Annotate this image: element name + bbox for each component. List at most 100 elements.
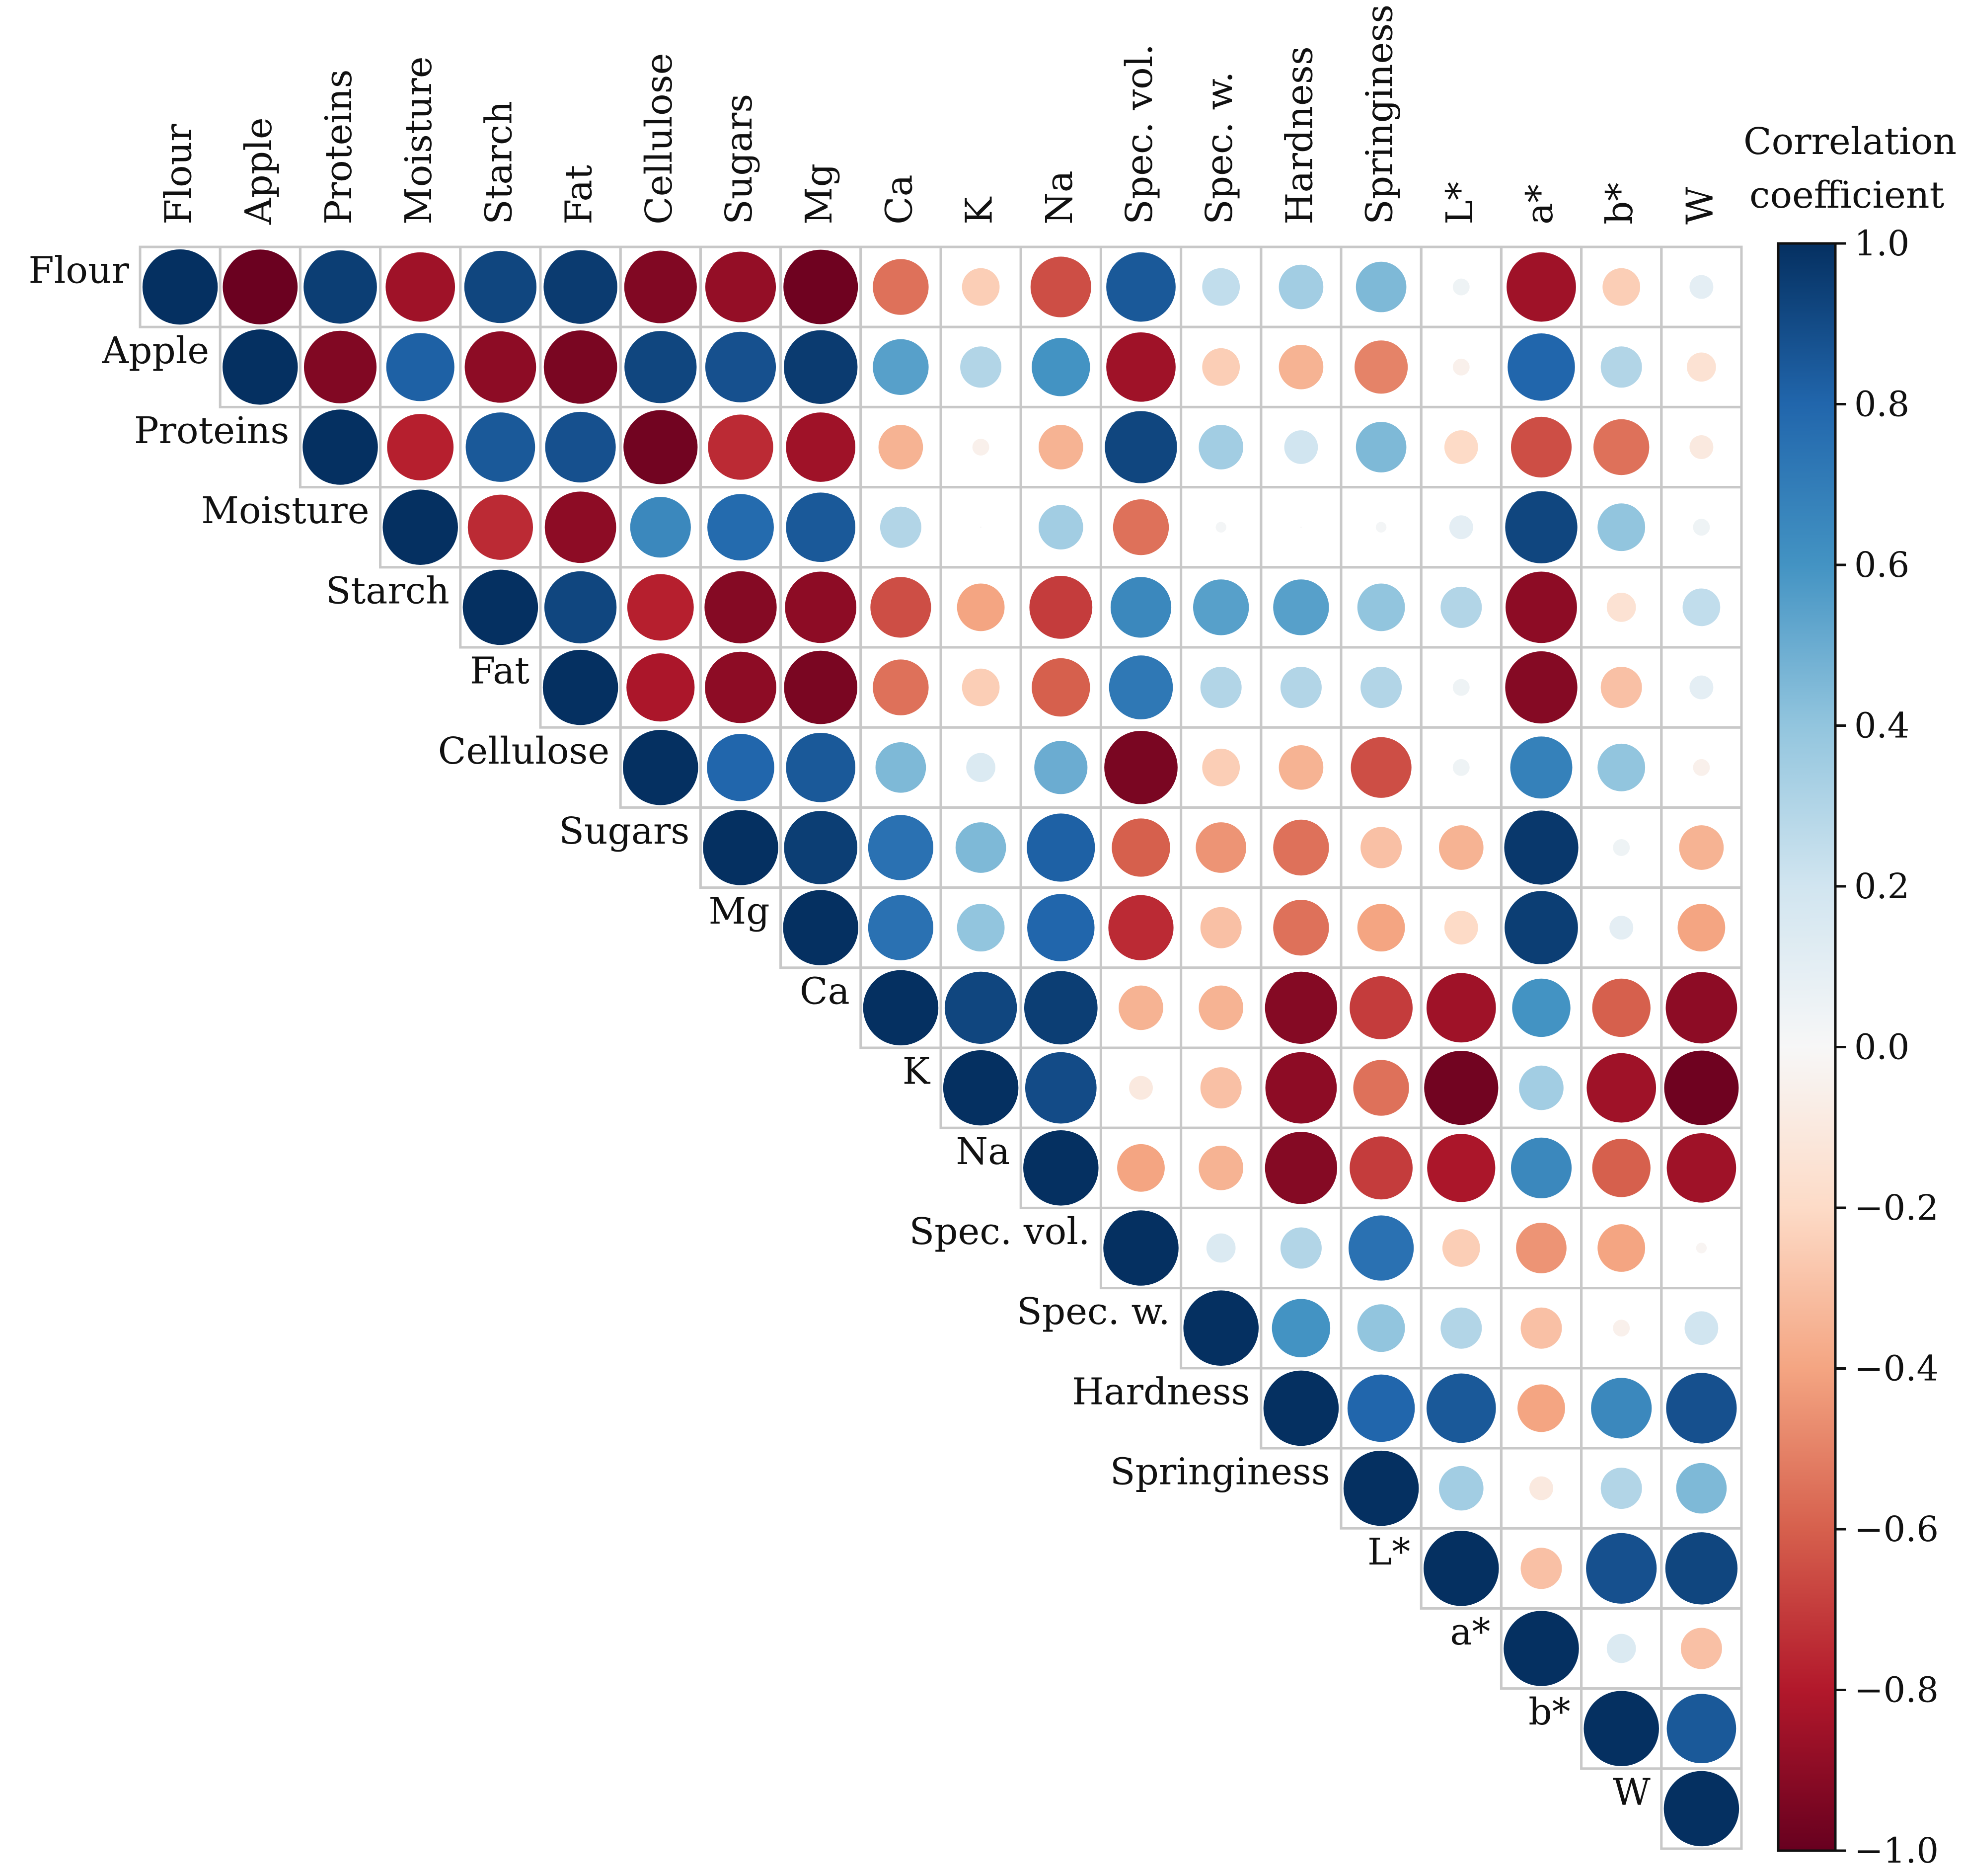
cell-springiness-l-star [1420,1447,1503,1530]
cell-starch-k [939,566,1022,649]
cell-apple-l-star [1420,325,1503,408]
correlation-circle [1597,1224,1646,1272]
cell-ca-na [1019,966,1102,1049]
cell-na-l-star [1420,1126,1503,1209]
cell-cellulose-b-star [1580,726,1663,809]
correlation-circle [1592,978,1651,1037]
correlation-circle [1351,737,1412,798]
cell-moisture-starch [459,486,542,569]
correlation-circle [1199,425,1244,469]
cell-spec-w-spec-w [1180,1287,1263,1370]
cell-spec-vol-w [1660,1206,1743,1290]
row-label-w: W [1613,1771,1651,1813]
correlation-circle [1129,1076,1153,1100]
cell-mg-ca [859,886,942,969]
correlation-circle [1696,1243,1707,1253]
correlation-circle [382,489,458,565]
column-label-cellulose: Cellulose [638,53,680,225]
correlation-circle [1106,332,1176,402]
cell-proteins-proteins [299,405,382,489]
correlation-circle [783,330,858,404]
cell-mg-mg [779,886,862,969]
correlation-circle [1665,1532,1738,1605]
correlation-circle [1505,891,1578,965]
cell-fat-w [1660,646,1743,729]
correlation-circle [708,414,773,480]
correlation-circle [704,571,777,644]
correlation-circle [1505,491,1578,563]
correlation-circle [1684,1311,1719,1345]
correlation-circle [707,494,774,561]
correlation-circle [1452,358,1470,376]
column-label-na: Na [1038,170,1081,225]
correlation-circle [1426,973,1496,1043]
cell-flour-flour [139,245,222,328]
correlation-circle [223,329,298,405]
correlation-circle [1679,825,1724,870]
cell-flour-proteins [299,245,382,328]
cell-spec-vol-spec-w [1180,1206,1263,1290]
cell-flour-l-star [1420,245,1503,328]
correlation-circle [1663,1771,1739,1847]
colorbar-tick-label: −0.2 [1854,1187,1939,1228]
cell-b-star-b-star [1580,1687,1663,1770]
cell-starch-starch [459,566,542,649]
cell-ca-hardness [1260,966,1343,1049]
correlation-circle [1027,894,1095,961]
correlation-circle [1202,348,1240,386]
correlation-circle [1586,1533,1657,1604]
correlation-circle [1112,818,1170,877]
correlation-circle [1199,985,1244,1030]
cell-proteins-cellulose [619,405,702,489]
correlation-circle [873,339,929,395]
correlation-circle [1279,344,1324,390]
correlation-circle [623,730,698,805]
correlation-circle [1689,675,1714,700]
column-label-k: K [958,196,1001,225]
correlation-circle [1440,1307,1482,1349]
cell-sugars-w [1660,806,1743,889]
cell-mg-spec-w [1180,886,1263,969]
correlation-circle [303,330,377,403]
column-label-ca: Ca [878,174,920,225]
cell-moisture-hardness [1260,486,1343,569]
cell-starch-l-star [1420,566,1503,649]
correlation-circle [786,732,856,802]
colorbar-tick-label: −1.0 [1854,1830,1939,1871]
correlation-circle [1200,907,1242,948]
correlation-circle [785,571,857,643]
correlation-circle [957,904,1005,952]
correlation-circle [543,330,617,404]
correlation-circle [972,439,989,456]
cell-proteins-spec-w [1180,405,1263,489]
correlation-circle [783,890,858,965]
cell-springiness-a-star [1500,1447,1583,1530]
correlation-circle [1279,264,1324,310]
cell-sugars-spec-w [1180,806,1263,889]
cell-na-b-star [1580,1126,1663,1209]
cell-na-springiness [1340,1126,1423,1209]
cell-mg-na [1019,886,1102,969]
correlation-circle [705,331,776,402]
cell-cellulose-spec-w [1180,726,1263,809]
cell-flour-w [1660,245,1743,328]
correlation-circle [626,653,695,722]
correlation-circle [1024,971,1098,1045]
cell-apple-cellulose [619,325,702,408]
cell-proteins-a-star [1500,405,1583,489]
correlation-circle [1202,268,1240,306]
correlation-circle [1105,411,1177,483]
correlation-circle [1183,1290,1259,1366]
row-label-flour: Flour [28,249,129,292]
correlation-circle [1510,416,1572,478]
colorbar: 1.0 0.8 0.6 0.4 0.2 0.0 −0.2 −0.4 −0.6 −0.8 −1.0 C… [1743,120,1957,1871]
cell-cellulose-mg [779,726,862,809]
colorbar-tick-label: 0.4 [1854,705,1909,746]
cell-na-na [1019,1126,1102,1209]
cell-apple-sugars [699,325,782,408]
cell-apple-fat [539,325,622,408]
correlation-circle [1444,430,1478,464]
correlation-circle [1529,1476,1553,1500]
correlation-circle [464,331,536,403]
correlation-circle [1440,586,1482,628]
